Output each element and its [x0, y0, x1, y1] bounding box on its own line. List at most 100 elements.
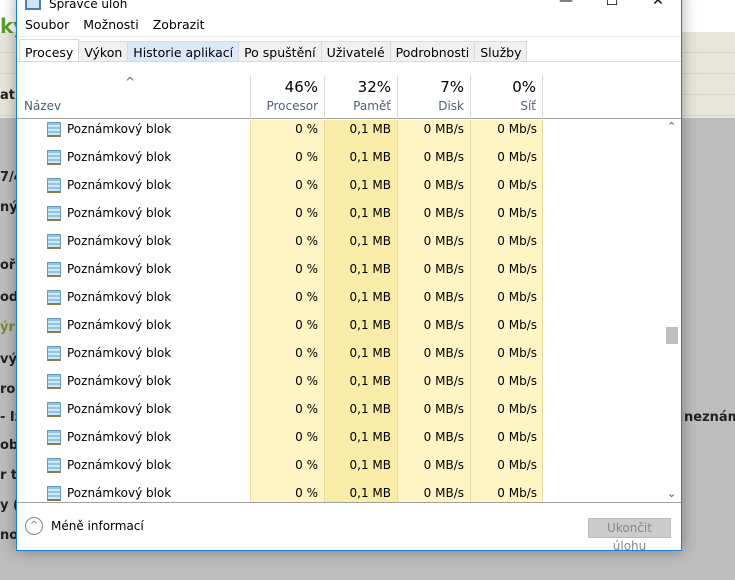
notepad-icon	[47, 317, 61, 333]
cpu-value: 0 %	[295, 262, 318, 276]
minimize-button[interactable]: —	[559, 0, 573, 9]
process-row[interactable]: Poznámkový blok 0 % 0,1 MB 0 MB/s 0 Mb/s	[17, 395, 543, 423]
column-disk[interactable]: 7% Disk	[397, 76, 470, 119]
network-label: Síť	[520, 99, 536, 113]
process-row[interactable]: Poznámkový blok 0 % 0,1 MB 0 MB/s 0 Mb/s	[17, 339, 543, 367]
background-text-fragment: ob	[0, 438, 19, 453]
task-manager-icon	[25, 0, 41, 10]
background-text-fragment: neznám	[684, 410, 735, 425]
network-value: 0 Mb/s	[497, 122, 537, 136]
network-value: 0 Mb/s	[497, 374, 537, 388]
network-value: 0 Mb/s	[497, 150, 537, 164]
process-row[interactable]: Poznámkový blok 0 % 0,1 MB 0 MB/s 0 Mb/s	[17, 143, 543, 171]
process-list: Poznámkový blok 0 % 0,1 MB 0 MB/s 0 Mb/s…	[17, 120, 663, 502]
disk-value: 0 MB/s	[423, 430, 464, 444]
footer: ^ Méně informací Ukončit úlohu	[17, 502, 681, 553]
scroll-up-icon[interactable]: ⌃	[667, 120, 677, 133]
network-value: 0 Mb/s	[497, 178, 537, 192]
column-cpu[interactable]: 46% Procesor	[250, 76, 324, 119]
end-task-button[interactable]: Ukončit úlohu	[588, 518, 671, 553]
memory-total: 32%	[357, 78, 391, 96]
process-row[interactable]: Poznámkový blok 0 % 0,1 MB 0 MB/s 0 Mb/s	[17, 311, 543, 339]
process-row[interactable]: Poznámkový blok 0 % 0,1 MB 0 MB/s 0 Mb/s	[17, 227, 543, 255]
memory-value: 0,1 MB	[349, 346, 391, 360]
tab-bar: Procesy Výkon Historie aplikací Po spuštění…	[17, 36, 681, 62]
memory-value: 0,1 MB	[349, 234, 391, 248]
tab-1[interactable]: Výkon	[79, 41, 129, 62]
network-value: 0 Mb/s	[497, 346, 537, 360]
cpu-value: 0 %	[295, 150, 318, 164]
memory-label: Paměť	[353, 99, 391, 113]
disk-value: 0 MB/s	[423, 346, 464, 360]
menu-zobrazit[interactable]: Zobrazit	[152, 17, 205, 32]
memory-value: 0,1 MB	[349, 290, 391, 304]
disk-value: 0 MB/s	[423, 486, 464, 500]
notepad-icon	[47, 177, 61, 193]
memory-value: 0,1 MB	[349, 262, 391, 276]
process-name: Poznámkový blok	[67, 486, 172, 500]
cpu-value: 0 %	[295, 458, 318, 472]
cpu-column-bg	[250, 120, 324, 502]
process-name: Poznámkový blok	[67, 178, 172, 192]
disk-total: 7%	[440, 78, 464, 96]
process-row[interactable]: Poznámkový blok 0 % 0,1 MB 0 MB/s 0 Mb/s	[17, 479, 543, 502]
network-value: 0 Mb/s	[497, 318, 537, 332]
process-row[interactable]: Poznámkový blok 0 % 0,1 MB 0 MB/s 0 Mb/s	[17, 199, 543, 227]
notepad-icon	[47, 373, 61, 389]
process-name: Poznámkový blok	[67, 374, 172, 388]
tab-2[interactable]: Historie aplikací	[128, 41, 240, 62]
background-text-fragment: y (	[0, 498, 19, 513]
less-info-label: Méně informací	[51, 519, 144, 533]
tab-0[interactable]: Procesy	[19, 39, 80, 61]
scrollbar-thumb[interactable]	[666, 327, 678, 344]
vertical-scrollbar[interactable]: ⌃ ⌄	[663, 120, 681, 502]
background-text-fragment: ýr	[0, 320, 15, 335]
process-row[interactable]: Poznámkový blok 0 % 0,1 MB 0 MB/s 0 Mb/s	[17, 451, 543, 479]
close-button[interactable]: ✕	[652, 0, 664, 9]
tab-3[interactable]: Po spuštění	[239, 41, 322, 62]
disk-label: Disk	[438, 99, 464, 113]
disk-value: 0 MB/s	[423, 206, 464, 220]
disk-value: 0 MB/s	[423, 178, 464, 192]
column-header: ^ Název 46% Procesor 32% Paměť 7% Disk 0% Sí…	[17, 75, 681, 119]
tab-6[interactable]: Služby	[475, 41, 528, 62]
notepad-icon	[47, 345, 61, 361]
menu-soubor[interactable]: Soubor	[25, 17, 70, 32]
notepad-icon	[47, 205, 61, 221]
menu-moznosti[interactable]: Možnosti	[83, 17, 139, 32]
network-value: 0 Mb/s	[497, 290, 537, 304]
process-name: Poznámkový blok	[67, 318, 172, 332]
memory-value: 0,1 MB	[349, 206, 391, 220]
process-row[interactable]: Poznámkový blok 0 % 0,1 MB 0 MB/s 0 Mb/s	[17, 423, 543, 451]
cpu-value: 0 %	[295, 206, 318, 220]
process-row[interactable]: Poznámkový blok 0 % 0,1 MB 0 MB/s 0 Mb/s	[17, 367, 543, 395]
process-row[interactable]: Poznámkový blok 0 % 0,1 MB 0 MB/s 0 Mb/s	[17, 171, 543, 199]
cpu-total: 46%	[284, 78, 318, 96]
network-value: 0 Mb/s	[497, 234, 537, 248]
memory-value: 0,1 MB	[349, 150, 391, 164]
column-memory[interactable]: 32% Paměť	[324, 76, 397, 119]
network-value: 0 Mb/s	[497, 430, 537, 444]
cpu-value: 0 %	[295, 486, 318, 500]
tab-5[interactable]: Podrobnosti	[390, 41, 476, 62]
process-name: Poznámkový blok	[67, 430, 172, 444]
disk-value: 0 MB/s	[423, 458, 464, 472]
network-value: 0 Mb/s	[497, 402, 537, 416]
process-row[interactable]: Poznámkový blok 0 % 0,1 MB 0 MB/s 0 Mb/s	[17, 255, 543, 283]
process-row[interactable]: Poznámkový blok 0 % 0,1 MB 0 MB/s 0 Mb/s	[17, 120, 543, 143]
process-row[interactable]: Poznámkový blok 0 % 0,1 MB 0 MB/s 0 Mb/s	[17, 283, 543, 311]
background-text-fragment: ati	[0, 88, 20, 103]
less-info-button[interactable]: ^ Méně informací	[25, 517, 144, 535]
disk-value: 0 MB/s	[423, 122, 464, 136]
process-name: Poznámkový blok	[67, 122, 172, 136]
network-value: 0 Mb/s	[497, 206, 537, 220]
column-network[interactable]: 0% Síť	[470, 76, 543, 119]
notepad-icon	[47, 485, 61, 501]
column-name[interactable]: Název	[24, 99, 62, 113]
network-value: 0 Mb/s	[497, 486, 537, 500]
tab-4[interactable]: Uživatelé	[321, 41, 391, 62]
notepad-icon	[47, 289, 61, 305]
maximize-button[interactable]: ☐	[605, 0, 619, 9]
scroll-down-icon[interactable]: ⌄	[667, 487, 677, 500]
disk-value: 0 MB/s	[423, 318, 464, 332]
